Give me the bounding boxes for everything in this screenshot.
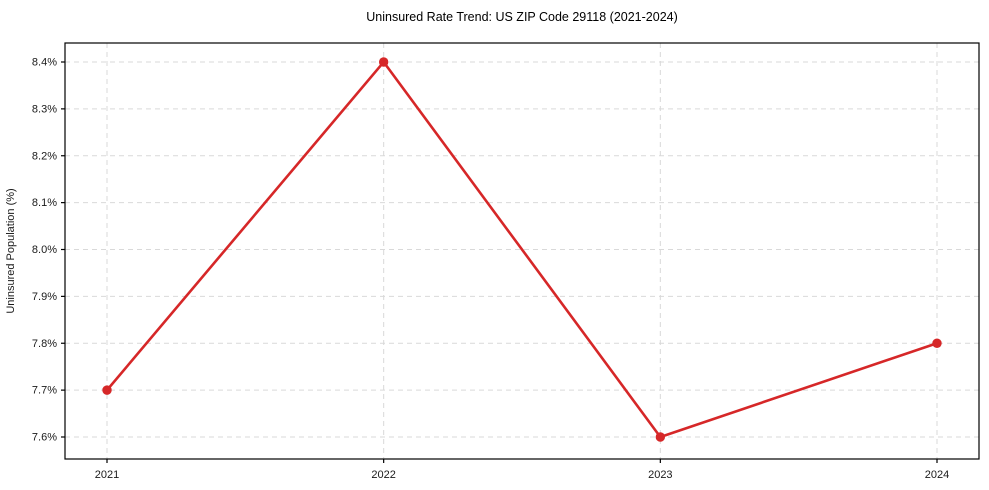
axis-ticks	[61, 61, 938, 463]
y-tick-label: 8.2%	[32, 150, 57, 162]
y-axis-label: Uninsured Population (%)	[5, 188, 17, 313]
axis-tick-labels: 7.6% 7.7% 7.8% 7.9% 8.0% 8.1% 8.2% 8.3% 8.4% 2021…	[32, 57, 949, 481]
data-point-markers	[102, 57, 942, 442]
data-point-2024	[932, 338, 942, 348]
y-tick-label: 8.0%	[32, 244, 57, 256]
x-tick-label: 2021	[95, 469, 119, 481]
data-point-2023	[655, 432, 666, 442]
x-tick-label: 2024	[925, 469, 949, 481]
y-tick-label: 7.8%	[32, 338, 57, 350]
data-point-2021	[102, 385, 112, 395]
y-tick-label: 8.3%	[32, 103, 57, 115]
x-tick-label: 2023	[648, 469, 672, 481]
chart-title: Uninsured Rate Trend: US ZIP Code 29118 …	[366, 10, 678, 24]
y-tick-label: 7.7%	[32, 385, 57, 397]
y-tick-label: 8.4%	[32, 57, 57, 69]
y-tick-label: 7.9%	[32, 291, 57, 303]
y-tick-label: 7.6%	[32, 432, 57, 444]
trend-line	[105, 60, 939, 439]
data-point-2022	[378, 57, 389, 67]
plot-border	[64, 42, 980, 460]
x-tick-label: 2022	[371, 469, 395, 481]
y-tick-label: 8.1%	[32, 197, 57, 209]
